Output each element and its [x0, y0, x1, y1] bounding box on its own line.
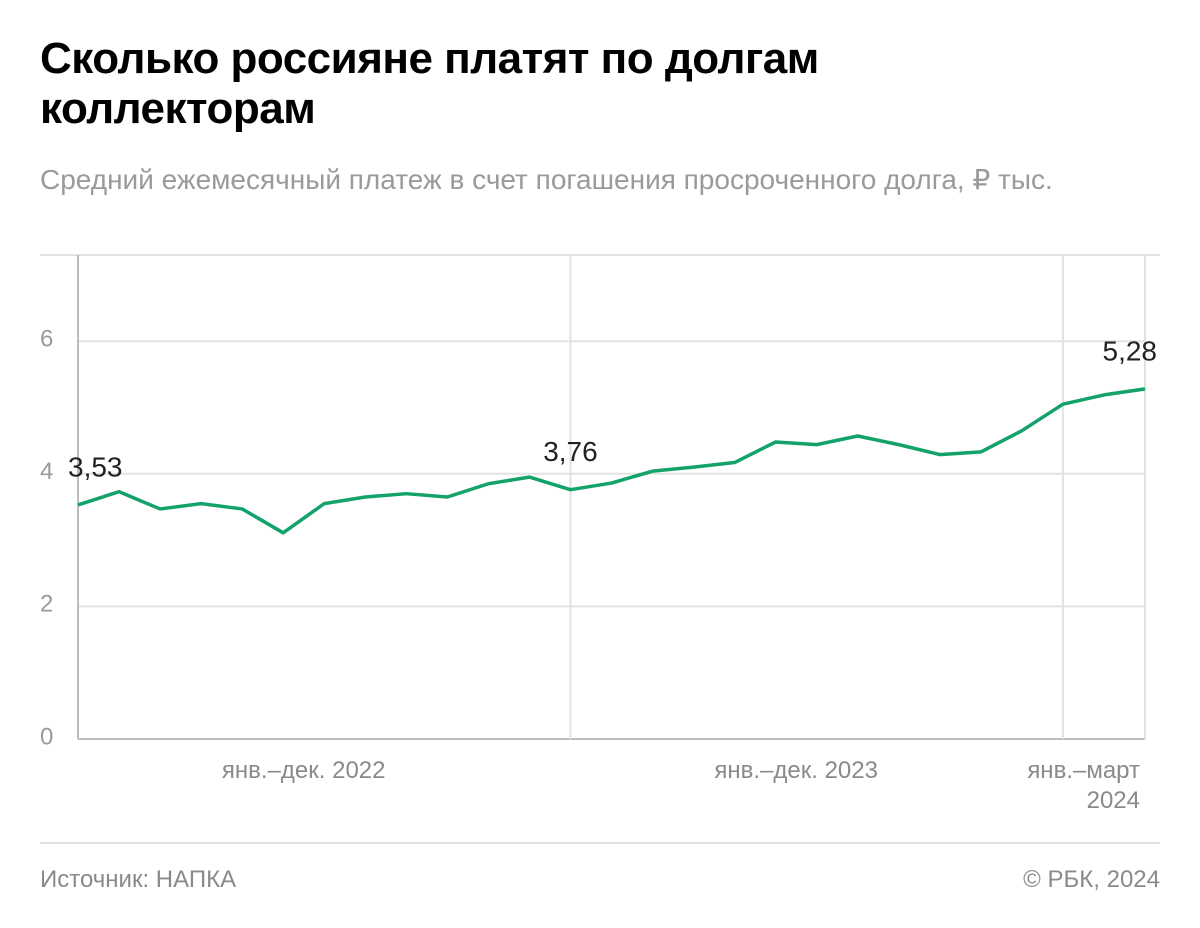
title: Сколько россияне платят по долгам коллек…	[40, 34, 819, 133]
y-tick-label: 2	[40, 591, 53, 618]
x-tick-label: янв.–март 2024	[1027, 757, 1140, 814]
y-tick-label: 4	[40, 458, 53, 485]
x-tick-label: янв.–дек. 2022	[221, 757, 386, 784]
copyright: © РБК, 2024	[1023, 866, 1160, 893]
data-label: 3,76	[543, 436, 598, 467]
source: Источник: НАПКА	[40, 866, 237, 893]
x-tick-label: янв.–дек. 2023	[714, 757, 878, 784]
data-label: 3,53	[68, 451, 123, 482]
data-label: 5,28	[1103, 335, 1158, 366]
y-tick-label: 0	[40, 723, 53, 750]
data-line	[77, 387, 1146, 535]
subtitle: Средний ежемесячный платеж в счет погаше…	[40, 164, 1053, 195]
y-tick-label: 6	[40, 326, 53, 353]
